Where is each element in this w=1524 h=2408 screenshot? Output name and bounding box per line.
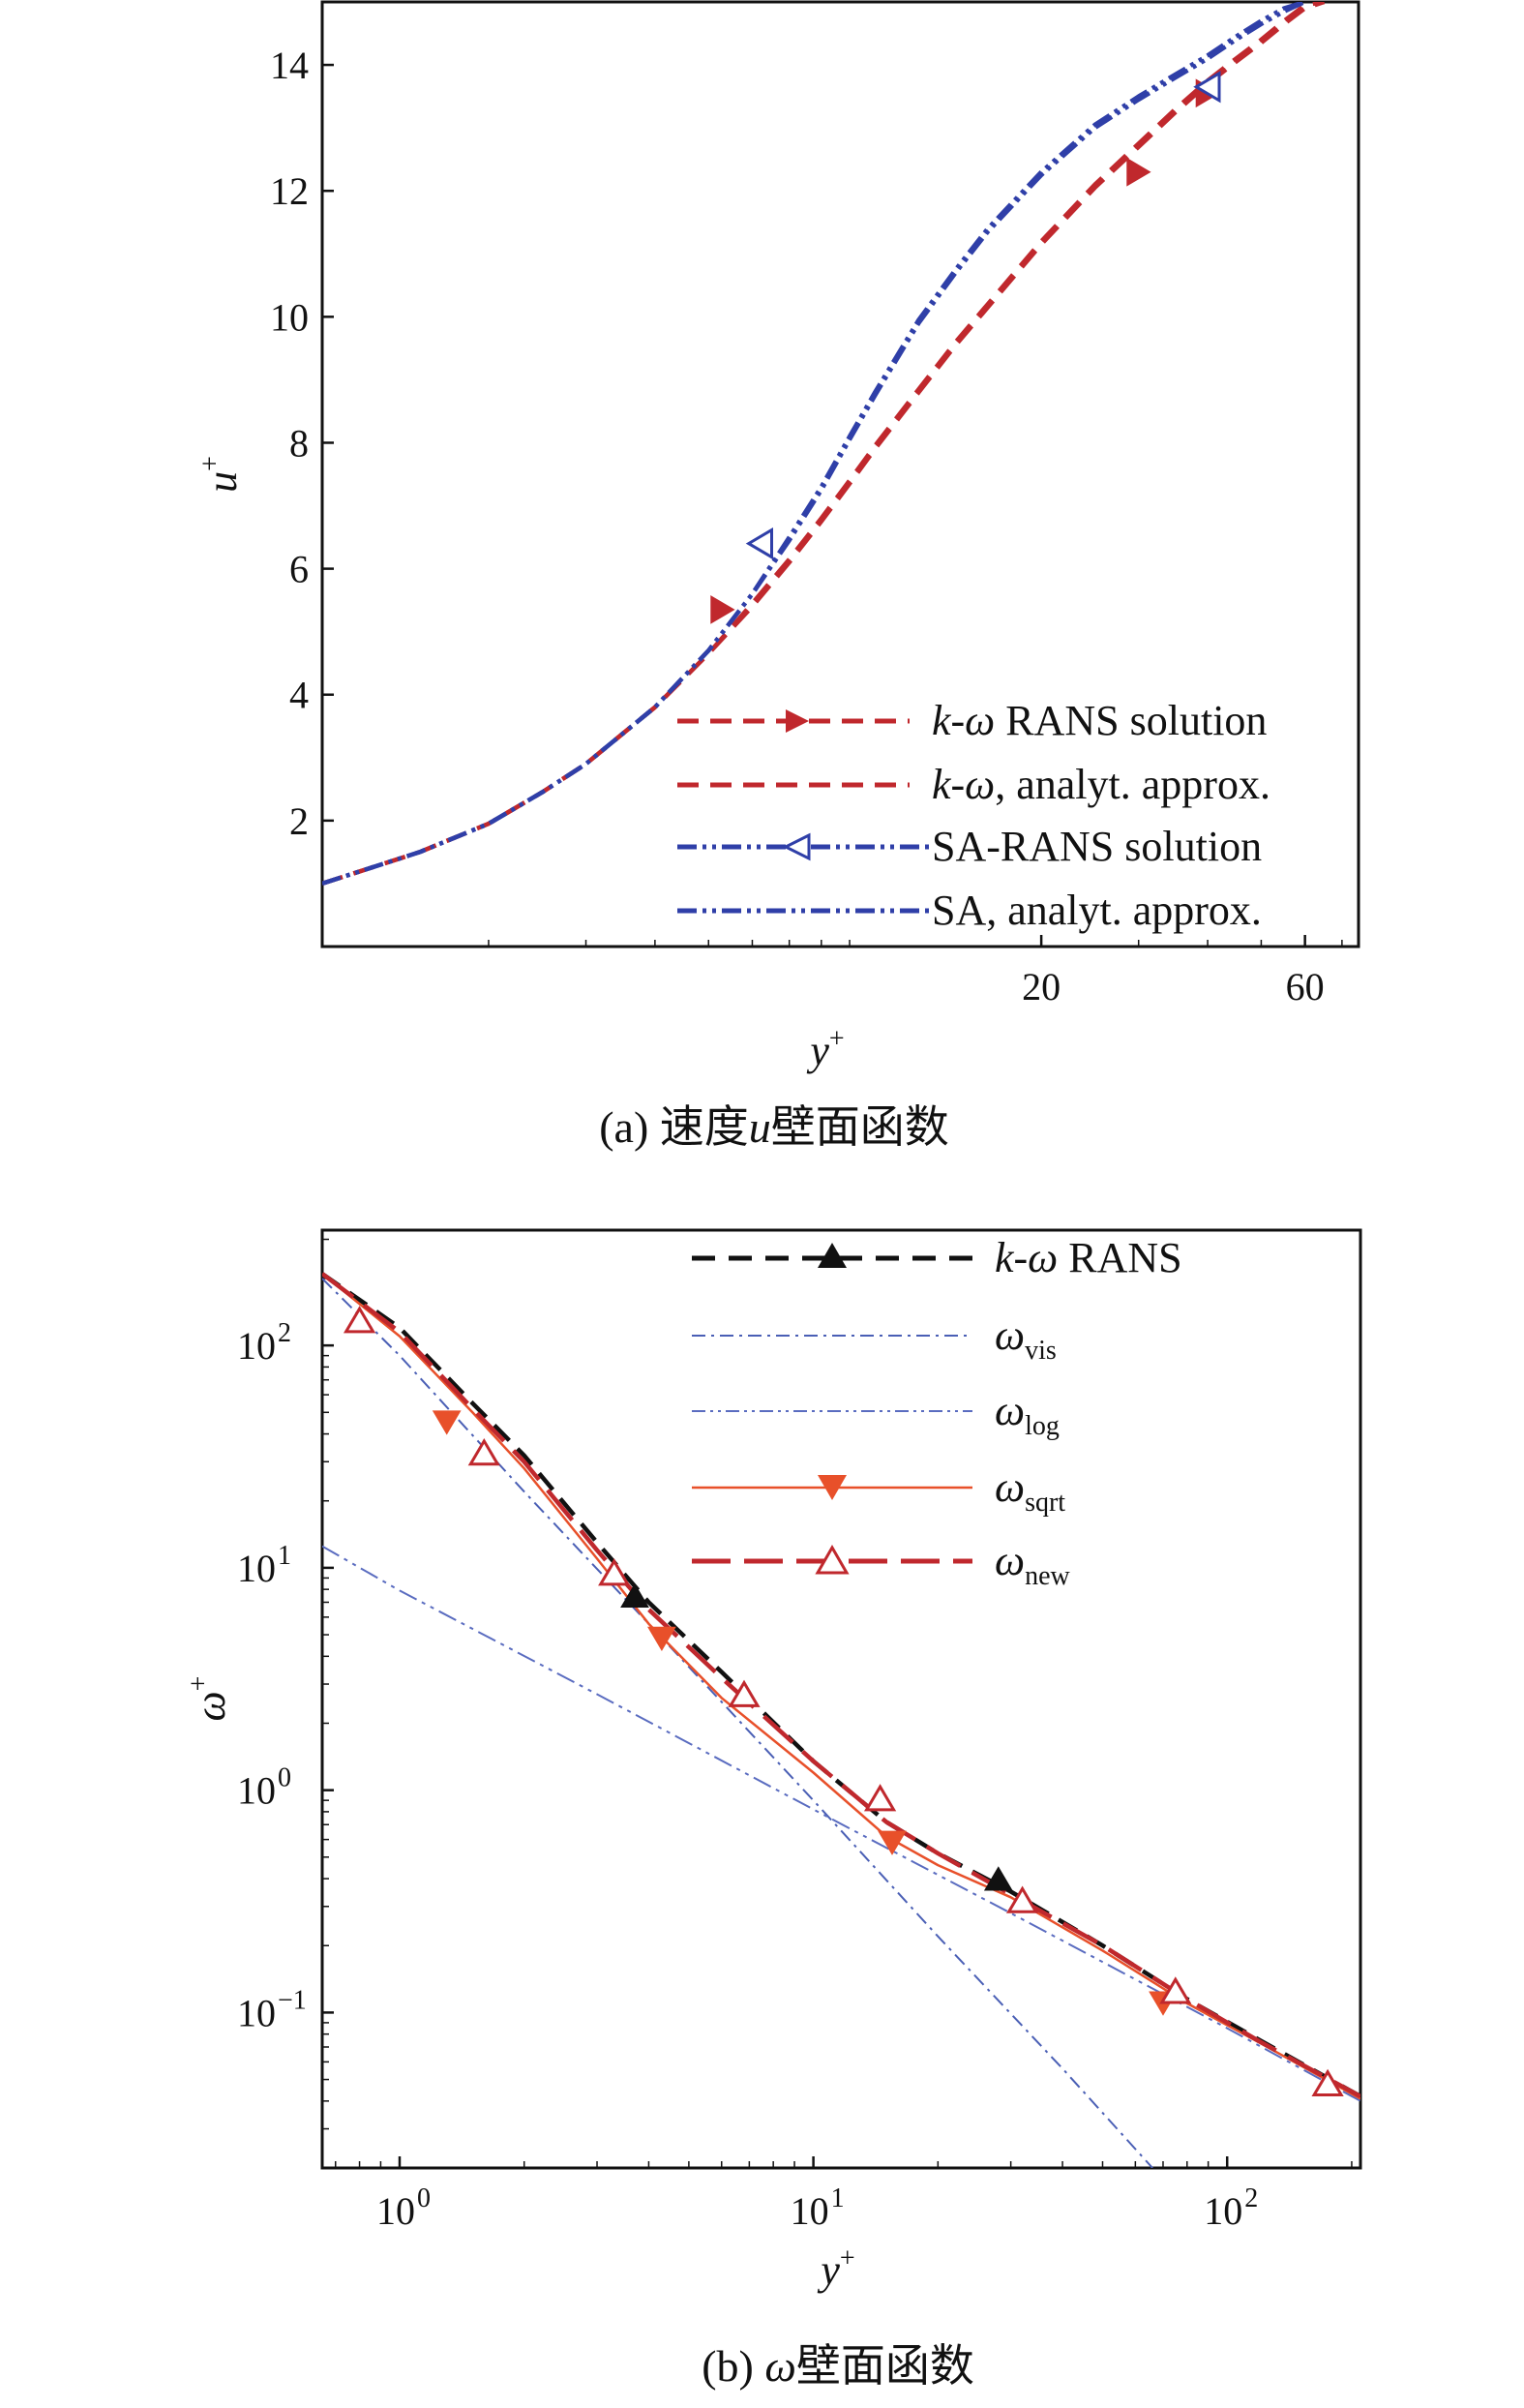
y-tick-label-exp: 0	[278, 1763, 291, 1793]
legend-a-label-kw-approx: k-ω, analyt. approx.	[932, 761, 1270, 808]
legend-a-marker-kw-rans	[786, 709, 809, 733]
y-tick-label: 10	[270, 295, 309, 339]
chart-b-ylabel: ω+	[184, 1676, 234, 1722]
y-tick-label: 10	[237, 1769, 276, 1813]
y-tick-label: 4	[289, 674, 309, 717]
y-tick-label-exp: 2	[278, 1318, 291, 1348]
series-line-2	[322, 2, 1306, 887]
series-marker-3	[878, 1830, 907, 1855]
series-marker-4	[1005, 1885, 1039, 1913]
legend-a-label-sa-approx: SA, analyt. approx.	[932, 887, 1262, 934]
legend-a-marker-sa-rans	[782, 832, 811, 861]
x-tick-label: 60	[1286, 965, 1325, 1008]
x-tick-label: 10	[1204, 2189, 1242, 2233]
series-marker-3	[432, 1410, 462, 1435]
series-marker-4	[343, 1306, 376, 1334]
series-marker-4	[1159, 1976, 1192, 2004]
legend-b-label-omega-log: ωlog	[995, 1387, 1060, 1441]
y-tick-label: 10	[237, 1547, 276, 1590]
chart-b-xlabel: y+	[817, 2243, 854, 2294]
y-tick-label: 14	[270, 44, 309, 87]
y-tick-label: 2	[289, 799, 309, 843]
series-marker-2	[745, 527, 773, 560]
series-line-1	[322, 2, 1326, 887]
chart-b-caption: (b) ω壁面函数	[702, 2341, 974, 2391]
legend-a-label-kw-rans: k-ω RANS solution	[932, 697, 1267, 744]
series-marker-3	[647, 1626, 676, 1651]
chart-b-legend: k-ω RANS ωvis ωlog ωsqrt ωnew	[692, 1234, 1182, 1591]
chart-a-series	[322, 2, 1326, 887]
series-marker-0	[620, 1582, 649, 1608]
chart-a-ticks: 2 4 6 8 10 12 14 20 60	[270, 44, 1343, 1008]
series-marker-4	[863, 1784, 897, 1812]
series-line-4	[322, 1272, 1360, 2098]
series-marker-0	[983, 1866, 1013, 1891]
series-line-2	[322, 1545, 1360, 2102]
chart-a-markers	[710, 71, 1221, 624]
y-tick-label: 8	[289, 421, 309, 465]
series-marker-0	[710, 595, 735, 624]
series-line-1	[322, 1278, 1153, 2168]
chart-a-frame	[320, 0, 1360, 948]
legend-b-label-kw-rans: k-ω RANS	[995, 1234, 1182, 1281]
legend-b-label-omega-new: ωnew	[995, 1537, 1071, 1591]
legend-b-marker-kw-rans	[818, 1243, 847, 1268]
x-tick-label: 20	[1022, 965, 1061, 1008]
chart-b-series	[322, 1272, 1360, 2168]
y-tick-label: 10	[237, 1991, 276, 2034]
legend-b-marker-omega-new	[815, 1544, 850, 1575]
series-marker-4	[598, 1558, 631, 1586]
legend-b-marker-omega-sqrt	[818, 1475, 847, 1500]
series-line-0	[322, 1272, 1360, 2098]
legend-b-label-omega-sqrt: ωsqrt	[995, 1463, 1065, 1518]
chart-b-markers	[343, 1306, 1344, 2096]
series-line-3	[322, 1273, 1360, 2100]
chart-a-legend: k-ω RANS solution k-ω, analyt. approx. S…	[677, 697, 1270, 934]
series-marker-4	[467, 1437, 500, 1466]
y-tick-label-exp: 1	[278, 1541, 291, 1571]
series-marker-4	[728, 1679, 761, 1707]
x-tick-label-exp: 0	[417, 2183, 431, 2213]
y-tick-label-exp: −1	[278, 1985, 307, 2015]
chart-a-ylabel: u+	[195, 456, 246, 493]
x-tick-label-exp: 2	[1244, 2183, 1258, 2213]
chart-b: 10 −110 010 110 210 0 10 1 10 2 ω+ y+ k-ω RANS ωv…	[184, 1228, 1362, 2391]
y-tick-label: 10	[237, 1324, 276, 1368]
x-tick-label: 10	[791, 2189, 829, 2233]
chart-a-caption: (a) 速度u壁面函数	[599, 1102, 949, 1152]
chart-b-frame	[320, 1228, 1362, 2170]
series-line-3	[322, 2, 1306, 887]
series-line-0	[322, 2, 1325, 887]
y-tick-label: 12	[270, 169, 309, 213]
legend-a-label-sa-rans: SA-RANS solution	[932, 823, 1262, 870]
series-marker-2	[1193, 71, 1221, 104]
series-marker-0	[1126, 157, 1151, 187]
chart-a: 2 4 6 8 10 12 14 20 60 u+ y+ k-ω RANS solution k…	[195, 0, 1360, 1152]
series-marker-4	[1311, 2068, 1344, 2096]
chart-b-ticks: 10 −110 010 110 210 0 10 1 10 2	[237, 1238, 1353, 2233]
legend-b-label-omega-vis: ωvis	[995, 1311, 1057, 1366]
chart-a-xlabel: y+	[806, 1024, 844, 1074]
x-tick-label-exp: 1	[831, 2183, 845, 2213]
y-tick-label: 6	[289, 548, 309, 591]
x-tick-label: 10	[376, 2189, 415, 2233]
